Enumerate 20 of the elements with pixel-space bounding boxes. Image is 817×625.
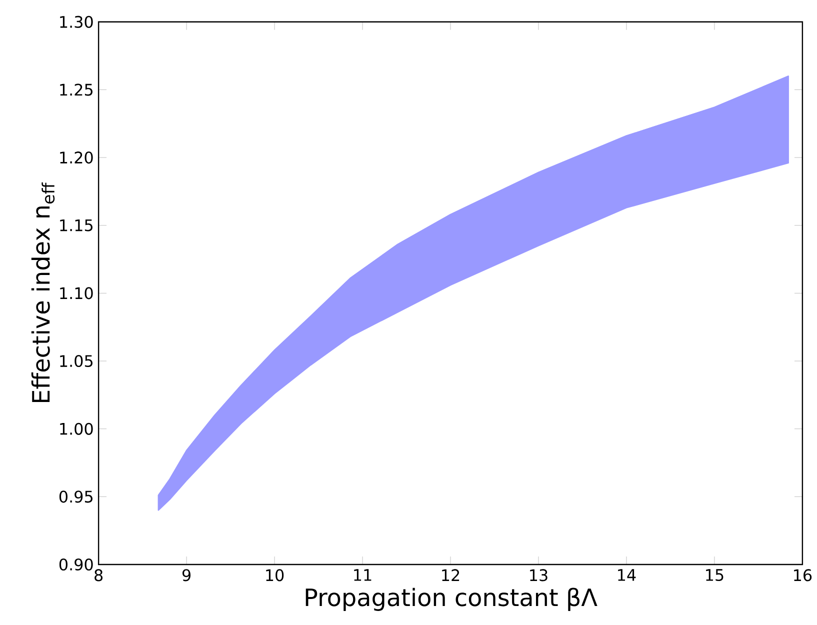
x-tick-label: 15 <box>706 569 724 581</box>
x-tick-label: 9 <box>182 569 190 582</box>
x-tick-label: 10 <box>266 569 284 582</box>
y-tick-label: 0.95 <box>59 490 92 503</box>
x-tick-label: 8 <box>94 569 103 582</box>
x-tick-label: 14 <box>618 569 636 581</box>
y-tick-label: 1.10 <box>60 287 93 300</box>
y-tick-label: 1.30 <box>60 16 93 28</box>
x-tick-label: 16 <box>794 569 812 582</box>
y-tick-label: 1.00 <box>60 422 93 435</box>
x-tick-label: 12 <box>442 569 460 581</box>
x-axis-title: Propagation constant βΛ <box>306 588 598 611</box>
y-tick-label: 1.25 <box>60 84 92 96</box>
y-tick-label: 1.05 <box>60 354 92 367</box>
y-tick-label: 0.90 <box>59 558 93 570</box>
y-tick-label: 1.20 <box>60 151 93 164</box>
x-tick-label: 11 <box>354 569 372 581</box>
y-tick-label: 1.15 <box>60 219 92 232</box>
x-tick-label: 13 <box>530 569 548 582</box>
y-axis-title: Effective index n$_{eff}$ <box>31 182 55 402</box>
